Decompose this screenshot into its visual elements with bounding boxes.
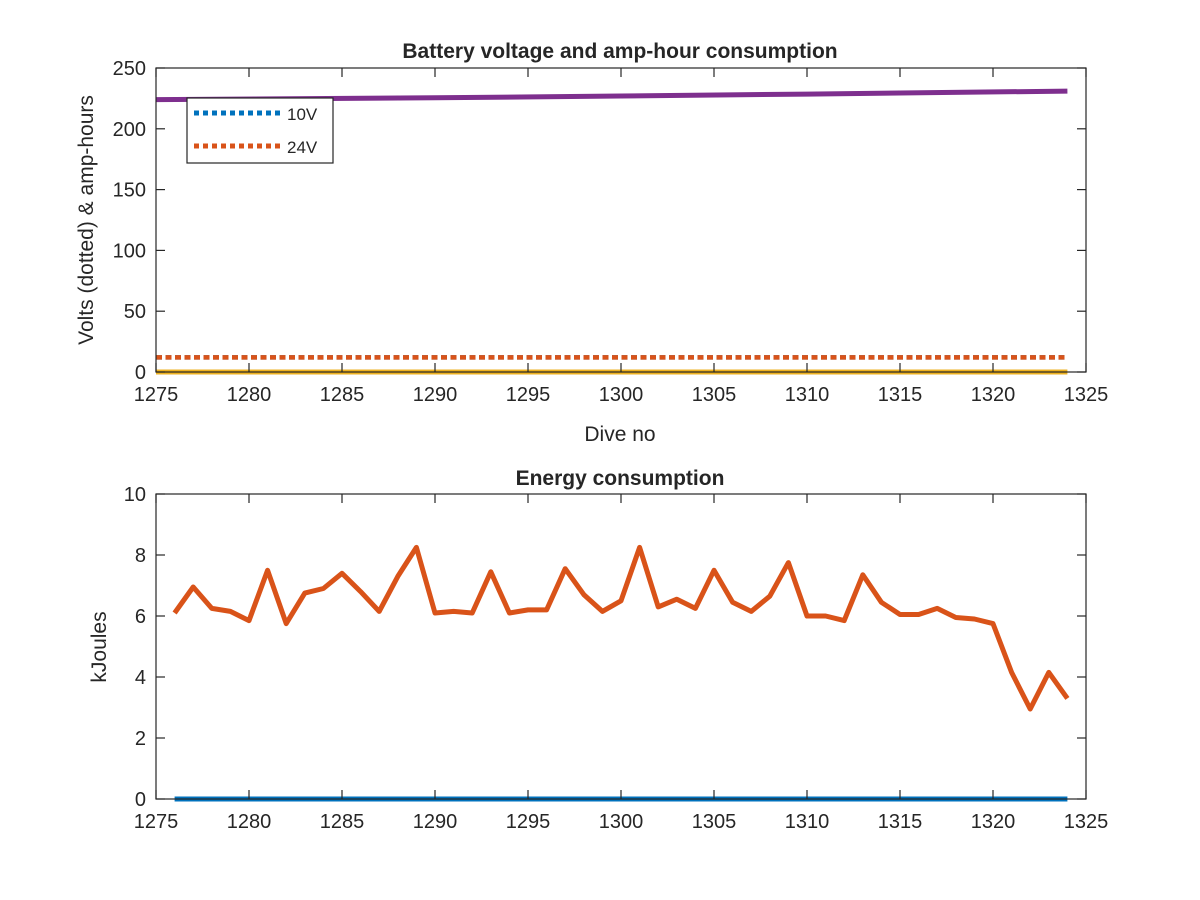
top-x-tick-label: 1285 (320, 384, 365, 406)
top-y-tick-label: 50 (124, 301, 146, 323)
top-x-tick-label: 1310 (785, 384, 830, 406)
bottom-x-tick-label: 1290 (413, 811, 458, 833)
top-y-tick-label: 200 (113, 119, 146, 141)
bottom-chart: Energy consumption 1275 1280 1285 1290 1295 1… (88, 467, 1108, 833)
top-x-tick-label: 1300 (599, 384, 644, 406)
bottom-series-line-1 (172, 544, 1070, 712)
top-chart: Battery voltage and amp-hour consumption… (75, 40, 1108, 446)
bottom-x-tick-label: 1280 (227, 811, 272, 833)
bottom-y-tick-label: 0 (135, 789, 146, 811)
bottom-x-ticks: 1275 1280 1285 1290 1295 1300 1305 1310 1315 1320… (134, 494, 1109, 833)
top-x-tick-label: 1320 (971, 384, 1016, 406)
bottom-x-tick-label: 1325 (1064, 811, 1109, 833)
top-y-tick-label: 150 (113, 180, 146, 202)
top-y-tick-label: 250 (113, 58, 146, 80)
top-x-tick-label: 1305 (692, 384, 737, 406)
top-y-axis-label: Volts (dotted) & amp-hours (75, 95, 98, 345)
bottom-y-tick-label: 4 (135, 667, 146, 689)
bottom-x-tick-label: 1275 (134, 811, 179, 833)
bottom-x-tick-label: 1320 (971, 811, 1016, 833)
legend: 10V 24V (186, 97, 334, 164)
top-x-axis-label: Dive no (584, 423, 655, 446)
bottom-x-tick-label: 1310 (785, 811, 830, 833)
top-x-tick-label: 1290 (413, 384, 458, 406)
bottom-x-tick-label: 1305 (692, 811, 737, 833)
legend-box (186, 97, 334, 164)
top-y-tick-label: 100 (113, 240, 146, 262)
bottom-y-tick-label: 8 (135, 545, 146, 567)
top-x-tick-label: 1280 (227, 384, 272, 406)
top-x-ticks: 1275 1280 1285 1290 1295 1300 1305 1310 1315 1320… (134, 68, 1109, 406)
legend-24v-label: 24V (287, 138, 318, 157)
top-x-tick-label: 1295 (506, 384, 551, 406)
bottom-x-tick-label: 1300 (599, 811, 644, 833)
top-x-tick-label: 1325 (1064, 384, 1109, 406)
top-y-tick-label: 0 (135, 362, 146, 384)
bottom-chart-title: Energy consumption (516, 467, 725, 490)
bottom-x-tick-label: 1315 (878, 811, 923, 833)
bottom-y-tick-label: 2 (135, 728, 146, 750)
bottom-y-tick-label: 6 (135, 606, 146, 628)
bottom-x-tick-label: 1295 (506, 811, 551, 833)
top-x-tick-label: 1275 (134, 384, 179, 406)
top-series-line-3 (155, 88, 1068, 103)
bottom-x-tick-label: 1285 (320, 811, 365, 833)
top-x-tick-label: 1315 (878, 384, 923, 406)
bottom-y-ticks: 0 2 4 6 8 10 (124, 484, 1086, 811)
bottom-y-tick-label: 10 (124, 484, 146, 506)
top-y-ticks: 0 50 100 150 200 250 (113, 58, 1086, 384)
bottom-y-axis-label: kJoules (88, 611, 111, 682)
legend-10v-label: 10V (287, 105, 318, 124)
top-chart-title: Battery voltage and amp-hour consumption (402, 40, 837, 63)
